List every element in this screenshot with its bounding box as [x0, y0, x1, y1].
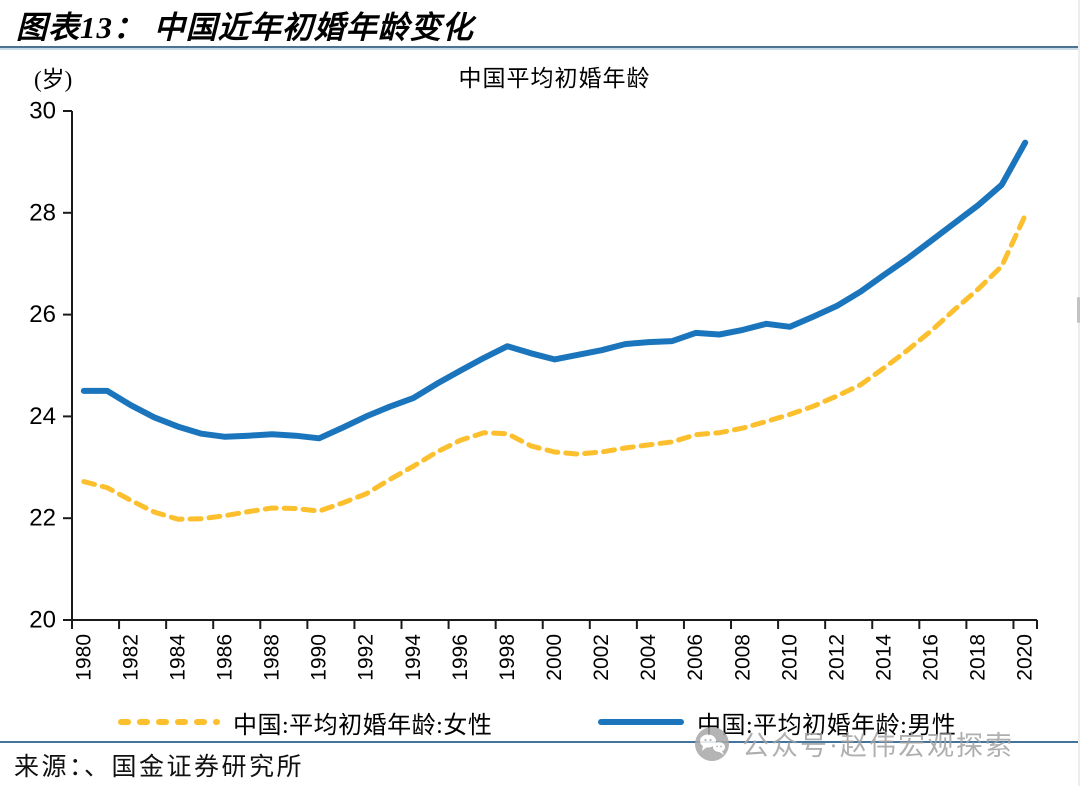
x-tick-label: 1982 — [119, 634, 142, 681]
x-tick-label: 1996 — [449, 634, 472, 681]
watermark: 公众号·赵伟宏观探索 — [694, 724, 1014, 763]
x-tick-label: 1980 — [72, 634, 95, 681]
female-series-line — [81, 212, 1028, 522]
x-tick-label: 2010 — [778, 634, 801, 681]
x-tick-label: 1994 — [402, 634, 425, 681]
y-tick-label: 30 — [29, 98, 56, 125]
x-tick-label: 2014 — [873, 634, 896, 681]
y-axis-unit-label: (岁) — [34, 67, 73, 92]
y-tick-label: 24 — [29, 403, 56, 430]
scrollbar-thumb[interactable] — [1077, 297, 1080, 323]
y-tick-label: 22 — [29, 505, 56, 532]
x-tick-label: 2008 — [731, 634, 754, 681]
x-tick-label: 1984 — [166, 634, 189, 681]
male-solid-line-swatch — [598, 719, 684, 725]
x-tick-label: 2004 — [637, 634, 660, 681]
x-tick-label: 2006 — [684, 634, 707, 681]
axis-lines — [71, 111, 1037, 621]
legend-item-female: 中国:平均初婚年龄:女性 — [118, 706, 493, 739]
source-text: 来源：、国金证券研究所 — [14, 754, 305, 781]
x-tick-label: 2012 — [825, 634, 848, 681]
y-tick-label: 28 — [29, 199, 56, 226]
legend-item-male: 中国:平均初婚年龄:男性 — [598, 706, 957, 739]
wechat-bubbles-icon — [695, 726, 729, 761]
scrollbar-track — [1078, 0, 1080, 786]
x-tick-label: 1990 — [308, 634, 331, 681]
figure-title: 图表13： 中国近年初婚年龄变化 — [16, 10, 474, 45]
x-tick-label: 2020 — [1014, 634, 1037, 681]
header-divider — [0, 46, 1080, 50]
x-tick-label: 2000 — [543, 634, 566, 681]
x-tick-label: 1986 — [213, 634, 236, 681]
x-tick-label: 1992 — [355, 634, 378, 681]
male-series-line — [80, 139, 1029, 442]
x-tick-label: 2002 — [590, 634, 613, 681]
x-tick-label: 1998 — [496, 634, 519, 681]
x-tick-label: 2016 — [920, 634, 943, 681]
x-tick-label: 1988 — [261, 634, 284, 681]
legend-label-female: 中国:平均初婚年龄:女性 — [233, 712, 493, 739]
x-tick-label: 2018 — [967, 634, 990, 681]
female-dashed-line-swatch — [118, 719, 220, 725]
footer-divider — [0, 741, 1080, 743]
legend-label-male: 中国:平均初婚年龄:男性 — [697, 712, 957, 739]
chart-title: 中国平均初婚年龄 — [458, 66, 651, 91]
y-tick-label: 20 — [29, 607, 56, 634]
y-tick-label: 26 — [29, 301, 56, 328]
watermark-text: 公众号·赵伟宏观探索 — [742, 731, 1014, 761]
